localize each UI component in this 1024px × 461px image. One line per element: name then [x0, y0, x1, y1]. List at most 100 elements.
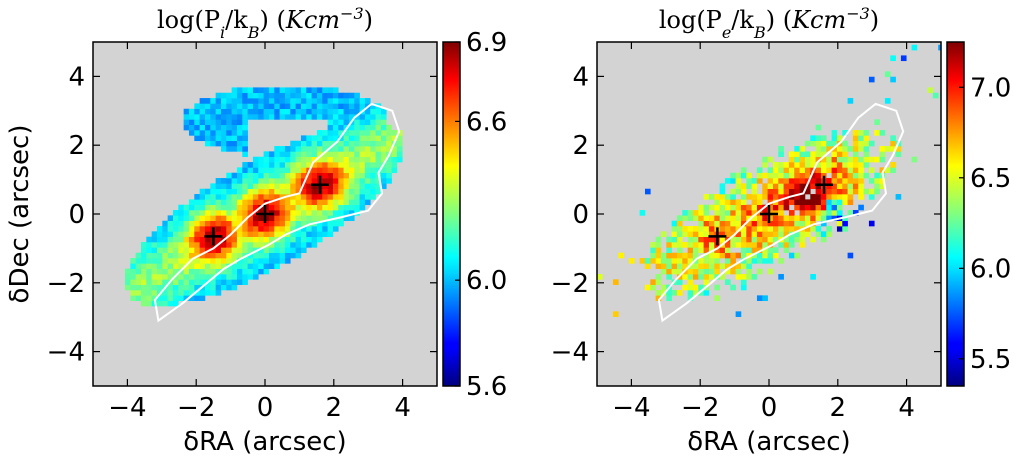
heatmap-cell [156, 236, 163, 243]
heatmap-cell [815, 178, 822, 184]
heatmap-cell [274, 167, 280, 174]
heatmap-cell [268, 226, 275, 232]
heatmap-cell [343, 167, 350, 174]
heatmap-cell [655, 258, 662, 264]
heatmap-cell [730, 194, 736, 200]
heatmap-cell [220, 124, 227, 131]
heatmap-cell [215, 220, 222, 227]
heatmap-cell [842, 151, 848, 158]
heatmap-cell [290, 183, 296, 190]
heatmap-cell [247, 103, 254, 110]
heatmap-cell [252, 204, 259, 211]
heatmap-cell [194, 242, 200, 248]
heatmap-cell [756, 268, 763, 275]
panel-left-contour [153, 102, 401, 323]
heatmap-cell [210, 252, 216, 259]
heatmap-cell [167, 247, 174, 253]
heatmap-cell [354, 156, 360, 163]
heatmap-cell [794, 156, 800, 163]
heatmap-cell [799, 167, 806, 174]
heatmap-cell [284, 151, 291, 158]
heatmap-cell [359, 114, 366, 120]
heatmap-cell [242, 167, 248, 174]
heatmap-cell [847, 156, 854, 163]
heatmap-cell [815, 146, 822, 152]
heatmap-cell [327, 156, 334, 163]
heatmap-cell [199, 252, 206, 259]
heatmap-cell [290, 140, 296, 147]
heatmap-cell [295, 242, 302, 248]
heatmap-cell [740, 183, 747, 190]
heatmap-cell [794, 178, 800, 184]
heatmap-cell [756, 194, 763, 200]
heatmap-cell [332, 199, 339, 206]
heatmap-cell [210, 247, 216, 253]
heatmap-cell [338, 151, 344, 158]
heatmap-cell [220, 231, 227, 237]
heatmap-cell [724, 204, 731, 211]
heatmap-cell [370, 156, 376, 163]
heatmap-cell [204, 194, 211, 200]
heatmap-cell [284, 226, 291, 232]
heatmap-cell [140, 268, 147, 275]
heatmap-cell [396, 146, 403, 152]
heatmap-cell [327, 162, 334, 168]
heatmap-cell [692, 274, 699, 280]
heatmap-cell [831, 215, 838, 222]
heatmap-cell [874, 178, 880, 184]
heatmap-cell [231, 172, 238, 179]
heatmap-cell [359, 140, 366, 147]
heatmap-cell [231, 258, 238, 264]
heatmap-cell [252, 210, 259, 216]
heatmap-cell [183, 124, 190, 131]
heatmap-cell [215, 119, 222, 126]
heatmap-cell [938, 44, 941, 51]
heatmap-cell [215, 247, 222, 253]
heatmap-cell [836, 135, 843, 142]
heatmap-cell [804, 167, 811, 174]
heatmap-cell [847, 146, 854, 152]
heatmap-cell [300, 151, 307, 158]
heatmap-cell [242, 103, 248, 110]
heatmap-cell [300, 108, 307, 115]
heatmap-cell [794, 167, 800, 174]
heatmap-cell [714, 210, 720, 216]
heatmap-cell [343, 210, 350, 216]
heatmap-cell [183, 242, 190, 248]
heatmap-cell [391, 151, 398, 158]
heatmap-cell [316, 151, 323, 158]
heatmap-cell [666, 295, 672, 301]
heatmap-cell [343, 103, 350, 110]
heatmap-cell [306, 98, 312, 104]
heatmap-cell [332, 119, 339, 126]
heatmap-cell [231, 183, 238, 190]
heatmap-cell [306, 199, 312, 206]
heatmap-cell [703, 258, 710, 264]
heatmap-cell [804, 220, 811, 227]
heatmap-cell [746, 231, 752, 237]
heatmap-cell [708, 204, 715, 211]
heatmap-cell [295, 183, 302, 190]
heatmap-cell [375, 162, 382, 168]
heatmap-cell [226, 103, 232, 110]
heatmap-cell [300, 194, 307, 200]
heatmap-cell [735, 274, 742, 280]
heatmap-cell [199, 103, 206, 110]
heatmap-cell [226, 188, 232, 195]
heatmap-cell [714, 247, 720, 253]
heatmap-cell [783, 188, 790, 195]
heatmap-cell [140, 258, 147, 264]
heatmap-cell [183, 215, 190, 222]
heatmap-cell [788, 226, 795, 232]
heatmap-cell [268, 231, 275, 237]
heatmap-cell [767, 188, 774, 195]
heatmap-cell [676, 236, 683, 243]
heatmap-cell [375, 135, 382, 142]
heatmap-cell [306, 226, 312, 232]
heatmap-cell [354, 167, 360, 174]
heatmap-cell [831, 194, 838, 200]
heatmap-cell [268, 183, 275, 190]
heatmap-cell [242, 258, 248, 264]
y-tick-label: −2 [47, 269, 85, 299]
heatmap-cell [354, 178, 360, 184]
